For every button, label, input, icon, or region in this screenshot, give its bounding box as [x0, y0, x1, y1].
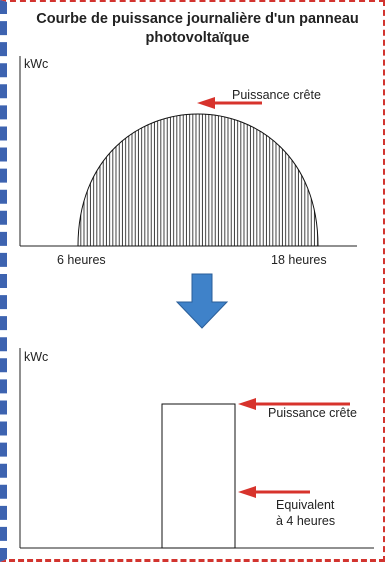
- equivalent-rectangle: [161, 403, 236, 549]
- equivalent-arrow: [238, 486, 310, 498]
- bottom-y-axis-label: kWc: [24, 350, 49, 364]
- down-arrow-icon: [175, 273, 229, 329]
- equivalent-power-chart: [19, 348, 374, 549]
- x-end-label: 18 heures: [271, 253, 327, 267]
- page-title: Courbe de puissance journalière d'un pan…: [36, 11, 359, 46]
- equivalent-label-line1: Equivalent: [276, 498, 335, 512]
- peak-arrow-top: [197, 97, 262, 109]
- power-curve: [77, 113, 319, 247]
- top-peak-label: Puissance crête: [232, 88, 321, 102]
- peak-arrow-bottom: [238, 398, 350, 410]
- top-y-axis-label: kWc: [24, 57, 49, 71]
- bottom-peak-label: Puissance crête: [268, 406, 357, 420]
- equivalent-label-line2: à 4 heures: [276, 514, 336, 528]
- daily-power-chart: [19, 56, 357, 247]
- x-start-label: 6 heures: [57, 253, 106, 267]
